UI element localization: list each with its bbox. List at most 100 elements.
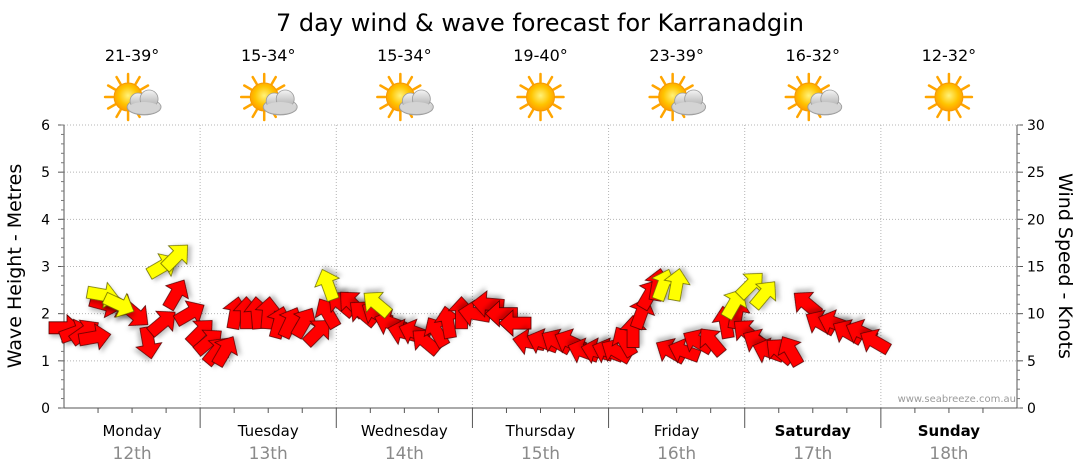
- watermark: www.seabreeze.com.au: [898, 394, 1016, 405]
- sun-ray: [115, 75, 122, 86]
- day-label: Thursday: [505, 422, 576, 440]
- right-tick-label: 10: [1027, 307, 1045, 323]
- gust-arrow: [734, 272, 763, 301]
- sun-ray: [546, 75, 554, 86]
- sun-ray: [115, 108, 122, 119]
- sun-ray: [527, 108, 535, 119]
- left-axis-label: Wave Height - Metres: [4, 164, 26, 368]
- left-tick-label: 1: [41, 354, 50, 370]
- sun-ray: [379, 84, 389, 91]
- cloud-fill: [809, 102, 841, 114]
- left-tick-label: 3: [41, 260, 50, 276]
- sun-ray: [387, 75, 395, 86]
- date-label: 17th: [793, 444, 832, 464]
- right-tick-label: 25: [1027, 165, 1045, 181]
- partly-cloudy-icon: [103, 72, 162, 122]
- right-tick-label: 5: [1027, 354, 1036, 370]
- sun-ray: [527, 75, 535, 86]
- cloud-shape: [807, 89, 843, 116]
- sun-ray: [684, 84, 694, 91]
- right-tick-label: 30: [1027, 118, 1045, 134]
- gust-arrow: [748, 281, 777, 311]
- sun-ray: [275, 84, 286, 91]
- chart-title: 7 day wind & wave forecast for Karranadg…: [276, 9, 804, 37]
- sun-ray: [815, 75, 822, 86]
- wind-arrow: [860, 328, 892, 356]
- wind-arrow: [211, 336, 238, 368]
- partly-cloudy-icon: [784, 72, 843, 122]
- day-label: Wednesday: [361, 422, 448, 440]
- sun-disc: [934, 82, 964, 112]
- date-label: 14th: [385, 444, 424, 464]
- left-tick-label: 5: [41, 165, 50, 181]
- wind-arrow: [301, 320, 330, 348]
- day-label: Friday: [654, 422, 700, 440]
- date-label: 15th: [521, 444, 560, 464]
- wind-arrow: [135, 325, 163, 360]
- sun-ray: [936, 75, 943, 86]
- sun-ray: [955, 75, 962, 86]
- wind-arrow: [777, 336, 805, 368]
- date-label: 13th: [249, 444, 288, 464]
- wind-arrow: [793, 291, 824, 320]
- sun-ray: [519, 103, 529, 110]
- partly-cloudy-icon: [239, 72, 298, 122]
- sun-ray: [678, 75, 686, 86]
- sun-ray: [134, 75, 141, 86]
- temperature-label: 23-39°: [649, 46, 704, 65]
- cloud-shape: [671, 89, 707, 116]
- temperature-label: 16-32°: [786, 46, 841, 65]
- sun-ray: [955, 108, 962, 119]
- wind-arrow: [484, 299, 518, 328]
- sun-ray: [796, 108, 803, 119]
- sun-ray: [927, 84, 938, 91]
- wind-arrow: [611, 326, 639, 359]
- sun-ray: [412, 84, 422, 91]
- partly-cloudy-icon: [648, 72, 707, 122]
- sun-ray: [387, 108, 395, 119]
- cloud-fill: [264, 102, 296, 114]
- sun-ray: [787, 84, 798, 91]
- date-label: 12th: [113, 444, 152, 464]
- sun-ray: [243, 103, 253, 110]
- sun-ray: [546, 108, 554, 119]
- date-label: 18th: [929, 444, 968, 464]
- gust-arrow: [314, 268, 341, 303]
- wind-arrow: [433, 305, 462, 340]
- sun-ray: [960, 84, 971, 91]
- cloud-fill: [400, 102, 432, 114]
- right-axis-label: Wind Speed - Knots: [1054, 173, 1076, 359]
- partly-cloudy-icon: [376, 72, 434, 122]
- right-tick-label: 0: [1027, 401, 1036, 417]
- cloud-shape: [126, 89, 162, 116]
- sun-ray: [936, 108, 943, 119]
- gust-arrow: [101, 291, 135, 318]
- sun-ray: [651, 84, 661, 91]
- sun-ray: [139, 84, 150, 91]
- left-tick-label: 2: [41, 307, 50, 323]
- sun-ray: [960, 103, 971, 110]
- sun-ray: [106, 84, 117, 91]
- sun-ray: [787, 103, 798, 110]
- temperature-label: 12-32°: [922, 46, 977, 65]
- right-tick-label: 15: [1027, 260, 1045, 276]
- wind-arrow: [668, 337, 702, 364]
- temperature-label: 15-34°: [377, 46, 432, 65]
- sun-ray: [651, 103, 661, 110]
- right-tick-label: 20: [1027, 212, 1045, 228]
- weather-row: 21-39° 15-34° 15-34° 19-40° 23-39° 16-32° 12-3…: [103, 46, 977, 122]
- day-label: Tuesday: [237, 422, 299, 440]
- sun-ray: [251, 75, 258, 86]
- wind-arrow: [290, 307, 317, 340]
- sun-ray: [796, 75, 803, 86]
- sun-disc: [526, 82, 555, 112]
- gust-arrow: [663, 268, 691, 302]
- sun-ray: [243, 84, 253, 91]
- sunny-icon: [516, 72, 565, 122]
- sun-ray: [406, 75, 414, 86]
- gust-arrow: [363, 291, 394, 320]
- temperature-label: 19-40°: [513, 46, 568, 65]
- sun-ray: [552, 84, 562, 91]
- day-label: Monday: [102, 422, 161, 440]
